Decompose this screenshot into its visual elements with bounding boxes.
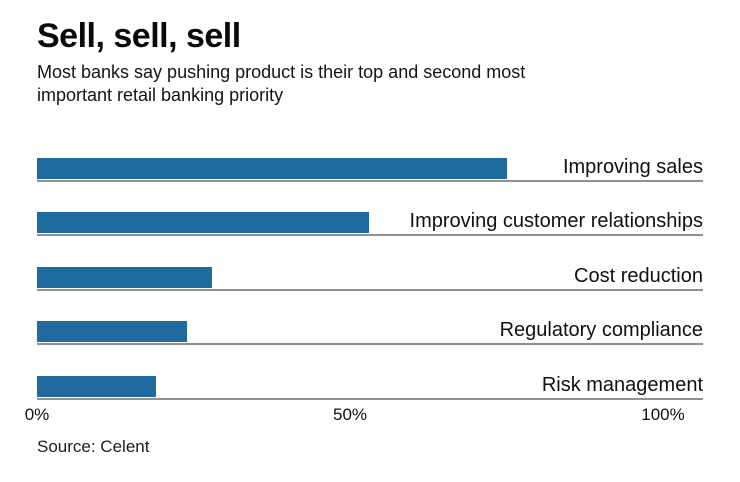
chart-subtitle: Most banks say pushing product is their …: [37, 62, 526, 105]
chart-title: Sell, sell, sell: [37, 17, 241, 55]
bar-label-improving-customer-relationships: Improving customer relationships: [409, 210, 703, 232]
bar-row-risk-management: Risk management: [37, 374, 703, 400]
x-axis-tick-100: 100%: [641, 405, 685, 424]
x-axis: 0% 50% 100%: [25, 405, 685, 427]
bar-label-improving-sales: Improving sales: [562, 156, 703, 178]
x-axis-tick-50: 50%: [332, 405, 368, 424]
bar-cost-reduction: [37, 267, 213, 288]
row-baseline: [37, 343, 703, 345]
bar-row-improving-sales: Improving sales: [37, 156, 703, 182]
x-axis-tick-0: 0%: [24, 405, 50, 424]
source-note: Source: Celent: [37, 437, 150, 456]
bar-track: [37, 321, 663, 342]
row-baseline: [37, 180, 703, 182]
row-baseline: [37, 289, 703, 291]
bar-label-risk-management: Risk management: [541, 374, 703, 396]
bar-risk-management: [37, 376, 156, 397]
bar-row-regulatory-compliance: Regulatory compliance: [37, 319, 703, 345]
bar-track: [37, 376, 663, 397]
row-baseline: [37, 398, 703, 400]
bar-regulatory-compliance: [37, 321, 188, 342]
bar-track: [37, 158, 663, 179]
bar-label-cost-reduction: Cost reduction: [574, 265, 703, 287]
bar-track: [37, 212, 663, 233]
row-baseline: [37, 234, 703, 236]
bar-row-improving-customer-relationships: Improving customer relationships: [37, 210, 703, 236]
bar-track: [37, 267, 663, 288]
bar-improving-customer-relationships: [37, 212, 369, 233]
bar-label-regulatory-compliance: Regulatory compliance: [499, 319, 703, 341]
bar-row-cost-reduction: Cost reduction: [37, 265, 703, 291]
bar-improving-sales: [37, 158, 507, 179]
